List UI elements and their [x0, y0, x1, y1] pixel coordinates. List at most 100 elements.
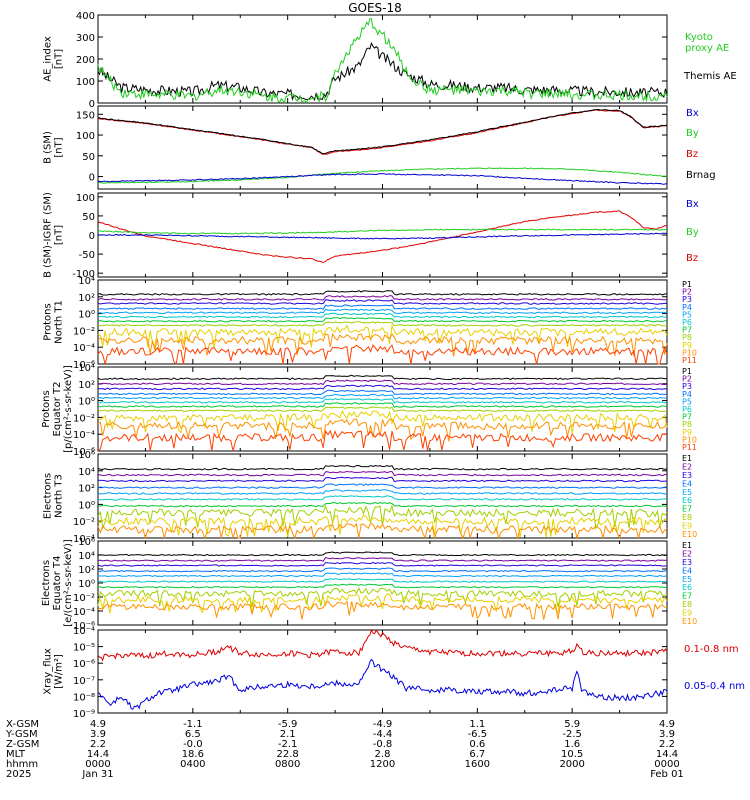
series-line	[98, 108, 668, 155]
x-table-value: 0400	[180, 759, 205, 770]
channel-line-p3	[97, 384, 668, 391]
x-table-value: 10.5	[561, 749, 583, 760]
channel-line-p11	[97, 429, 668, 452]
legend-entry: Themis AE	[683, 71, 737, 82]
channel-line-e8	[97, 504, 668, 531]
channel-label-e1: E1	[682, 541, 692, 550]
y-tick-label: 10⁻⁴	[73, 343, 95, 354]
y-axis-label: Xray_flux	[43, 648, 54, 695]
y-tick-label: 10⁴	[78, 363, 95, 374]
y-tick-label: 0	[89, 231, 95, 242]
channel-label-e5: E5	[682, 488, 692, 497]
y-tick-label: 10⁻⁴	[73, 534, 95, 545]
channel-line-p1	[97, 374, 668, 381]
channel-line-e9	[97, 593, 668, 615]
y-axis-label: Electrons	[43, 473, 54, 519]
channel-line-p10	[97, 418, 668, 442]
series-line	[97, 210, 668, 263]
y-tick-label: 10²	[78, 484, 95, 495]
channel-line-p8	[97, 406, 668, 412]
legend-entry: 0.1-0.8 nm	[684, 644, 739, 655]
channel-line-e1	[97, 464, 668, 471]
y-axis-label: [nT]	[54, 225, 65, 245]
channel-label-p2: P2	[682, 288, 692, 297]
channel-label-e9: E9	[682, 609, 692, 618]
channel-label-e10: E10	[682, 530, 697, 539]
y-tick-label: 10⁴	[78, 551, 95, 562]
channel-label-p6: P6	[682, 405, 692, 414]
channel-label-p7: P7	[682, 413, 692, 422]
y-tick-label: 10⁰	[78, 500, 95, 511]
y-tick-label: 50	[82, 212, 95, 223]
channel-label-e6: E6	[682, 583, 692, 592]
y-tick-label: 10⁴	[78, 276, 95, 287]
y-tick-label: 10²	[78, 380, 95, 391]
channel-label-p6: P6	[682, 318, 692, 327]
x-table-value: 1200	[370, 759, 395, 770]
channel-line-e7	[97, 501, 668, 508]
y-tick-label: 10⁰	[78, 310, 95, 321]
x-table-value: 3.9	[90, 729, 106, 740]
y-axis-label: AE_index	[43, 36, 54, 82]
channel-line-e2	[97, 557, 668, 562]
channel-line-p3	[97, 299, 668, 305]
y-tick-label: 10⁴	[78, 467, 95, 478]
y-axis-label: North T1	[54, 300, 65, 344]
legend-entry: By	[686, 128, 699, 139]
legend-entry: Kyoto	[685, 32, 713, 43]
legend-entry: Bz	[686, 149, 698, 160]
channel-label-p1: P1	[682, 280, 692, 289]
y-axis-label: Electrons	[41, 560, 52, 606]
y-tick-label: 50	[82, 152, 95, 163]
channel-label-p8: P8	[682, 333, 692, 342]
channel-label-p8: P8	[682, 420, 692, 429]
channel-line-e3	[97, 561, 668, 567]
y-tick-label: 150	[76, 110, 95, 121]
channel-label-p3: P3	[682, 382, 692, 391]
channel-label-p5: P5	[682, 310, 692, 319]
channel-line-p4	[97, 389, 668, 396]
y-tick-label: -100	[72, 269, 95, 280]
channel-label-e3: E3	[682, 471, 692, 480]
x-table-value: -0.0	[183, 739, 203, 750]
channel-label-e1: E1	[682, 454, 692, 463]
y-axis-label: B (SM)	[43, 131, 54, 164]
y-tick-label: 0	[89, 99, 95, 110]
y-tick-label: 10⁻²	[73, 413, 95, 424]
channel-line-e3	[97, 476, 667, 483]
legend-entry: Bx	[686, 199, 699, 210]
y-tick-label: 10⁻⁹	[73, 709, 95, 720]
channel-label-e5: E5	[682, 575, 692, 584]
y-tick-label: 10²	[78, 565, 95, 576]
channel-label-e8: E8	[682, 600, 692, 609]
x-table-value: -6.5	[468, 729, 488, 740]
y-tick-label: 10⁻⁶	[73, 360, 95, 371]
channel-label-p4: P4	[682, 390, 692, 399]
y-axis-label: [p/(cm²-s-sr-keV)]	[63, 365, 74, 453]
channel-label-p3: P3	[682, 295, 692, 304]
x-table-value: 2000	[559, 759, 584, 770]
y-axis-label: Protons	[41, 390, 52, 427]
channel-line-p2	[98, 379, 668, 386]
channel-line-p6	[97, 312, 668, 319]
y-tick-label: 10⁻⁴	[73, 430, 95, 441]
legend-entry: By	[686, 227, 699, 238]
legend-entry: Bx	[686, 108, 699, 119]
y-axis-label: [e/(cm²-s-sr-keV)]	[63, 539, 74, 627]
channel-label-p2: P2	[682, 375, 692, 384]
y-tick-label: 10⁻²	[73, 593, 95, 604]
x-table-value: -4.9	[373, 719, 393, 730]
y-tick-label: 10⁻⁸	[73, 692, 95, 703]
x-table-value: 0.6	[469, 739, 485, 750]
channel-line-p9	[97, 324, 668, 348]
y-tick-label: 100	[76, 131, 95, 142]
channel-line-e9	[97, 514, 668, 538]
channel-line-p10	[97, 332, 668, 357]
channel-line-e6	[97, 578, 668, 583]
x-table-value: 3.9	[659, 729, 675, 740]
x-table-value: -2.5	[562, 729, 582, 740]
y-axis-label: [nT]	[54, 137, 65, 157]
x-table-value: 18.6	[182, 749, 204, 760]
x-row-label: hhmm	[6, 759, 38, 770]
